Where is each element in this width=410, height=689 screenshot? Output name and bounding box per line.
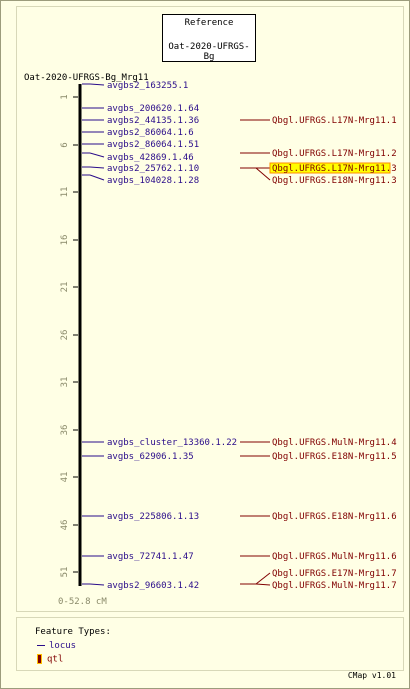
qtl-highlight [269, 162, 391, 174]
qtl-connector [255, 583, 271, 586]
qtl-label: Qbgl.UFRGS.E17N-Mrg11.7 [272, 569, 397, 579]
axis-tick-label: 1 [60, 94, 70, 99]
axis-tick-label: 36 [60, 425, 70, 436]
footer-version: CMap v1.01 [347, 671, 396, 680]
locus-connector [89, 152, 105, 158]
legend-qtl: qtl [37, 654, 63, 665]
axis-tick-label: 31 [60, 377, 70, 388]
locus-connector [89, 583, 105, 586]
reference-title: Reference [184, 18, 234, 28]
qtl-connector [255, 167, 271, 181]
qtl-label: Qbgl.UFRGS.E18N-Mrg11.3 [272, 176, 397, 186]
locus-label: avgbs_104028.1.28 [107, 176, 199, 186]
qtl-label: Qbgl.UFRGS.L17N-Mrg11.3 [272, 164, 397, 174]
qtl-label: Qbgl.UFRGS.MulN-Mrg11.7 [272, 581, 397, 591]
locus-connector [89, 166, 105, 169]
locus-label: avgbs_42869.1.46 [107, 153, 194, 163]
map-name[interactable]: Oat-2020-UFRGS-Bg_Mrg11 [24, 73, 149, 83]
legend-locus-label: locus [49, 641, 77, 651]
reference-box[interactable]: Reference Oat-2020-UFRGS-Bg [162, 14, 256, 62]
locus-label: avgbs_cluster_13360.1.22 [107, 438, 237, 448]
locus-connector [89, 174, 105, 181]
legend-locus: locus [37, 641, 76, 651]
reference-map-set[interactable]: Oat-2020-UFRGS-Bg [168, 42, 250, 62]
axis-tick-label: 16 [60, 235, 70, 246]
legend-title: Feature Types: [35, 627, 111, 637]
qtl-label: Qbgl.UFRGS.MulN-Mrg11.4 [272, 438, 397, 448]
locus-swatch [37, 645, 45, 646]
locus-label: avgbs_225806.1.13 [107, 512, 199, 522]
qtl-label: Qbgl.UFRGS.E18N-Mrg11.5 [272, 452, 397, 462]
axis-tick-label: 11 [60, 187, 70, 198]
legend-panel: Feature Types: locus qtl [16, 617, 404, 671]
locus-label: avgbs2_96603.1.42 [107, 581, 199, 591]
axis-tick-label: 41 [60, 472, 70, 483]
qtl-connector [255, 572, 271, 585]
locus-label: avgbs2_44135.1.36 [107, 116, 199, 126]
locus-label: avgbs_62906.1.35 [107, 452, 194, 462]
locus-connector [89, 83, 105, 86]
qtl-swatch [37, 654, 42, 664]
axis-tick-label: 46 [60, 520, 70, 531]
locus-label: avgbs2_86064.1.6 [107, 128, 194, 138]
axis-tick-label: 21 [60, 282, 70, 293]
locus-label: avgbs2_86064.1.51 [107, 140, 199, 150]
locus-label: avgbs2_25762.1.10 [107, 164, 199, 174]
axis-tick-label: 6 [60, 142, 70, 147]
map-panel [16, 6, 404, 612]
range-label: 0-52.8 cM [58, 597, 107, 607]
locus-label: avgbs2_163255.1 [107, 81, 188, 91]
axis-tick-label: 26 [60, 330, 70, 341]
legend-qtl-label: qtl [47, 654, 64, 665]
axis-tick-label: 51 [60, 567, 70, 578]
locus-label: avgbs_72741.1.47 [107, 552, 194, 562]
qtl-label: Qbgl.UFRGS.E18N-Mrg11.6 [272, 512, 397, 522]
qtl-label: Qbgl.UFRGS.L17N-Mrg11.2 [272, 149, 397, 159]
qtl-label: Qbgl.UFRGS.L17N-Mrg11.1 [272, 116, 397, 126]
locus-label: avgbs_200620.1.64 [107, 104, 199, 114]
qtl-label: Qbgl.UFRGS.MulN-Mrg11.6 [272, 552, 397, 562]
